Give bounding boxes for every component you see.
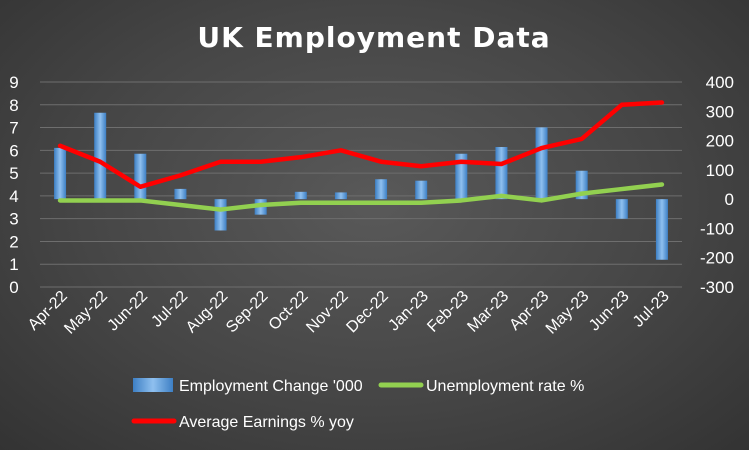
chart-title: UK Employment Data — [197, 21, 550, 54]
bar-series — [54, 112, 668, 260]
legend-label-average-earnings: Average Earnings % yoy — [179, 414, 354, 431]
legend-swatch-employment-change — [133, 378, 173, 392]
x-tick-label: Feb-23 — [424, 288, 472, 336]
secondary-y-axis: -300 -200 -100 0 100 200 300 400 — [700, 73, 734, 297]
bar — [455, 153, 468, 200]
y-tick-label: 0 — [9, 278, 18, 297]
x-tick-label: Aug-22 — [183, 288, 232, 337]
y-tick-label: 2 — [9, 232, 18, 251]
bar — [294, 191, 307, 200]
bar — [655, 199, 668, 260]
x-tick-label: Mar-23 — [464, 288, 512, 336]
y2-tick-label: -200 — [700, 249, 734, 268]
gridlines — [40, 81, 682, 288]
bar — [375, 179, 388, 200]
y-tick-label: 4 — [9, 187, 18, 206]
x-tick-label: Jan-23 — [385, 288, 432, 335]
x-tick-label: Nov-22 — [303, 288, 352, 337]
y2-tick-label: 100 — [706, 161, 734, 180]
x-axis: Apr-22May-22Jun-22Jul-22Aug-22Sep-22Oct-… — [25, 288, 673, 338]
bar — [134, 153, 147, 200]
bar — [535, 127, 548, 200]
bar — [615, 199, 628, 219]
bar — [214, 199, 227, 231]
y2-tick-label: 400 — [706, 73, 734, 92]
unemployment-rate-line — [57, 182, 665, 212]
y2-tick-label: 300 — [706, 102, 734, 121]
y-tick-label: 6 — [9, 141, 18, 160]
bar — [495, 147, 508, 200]
x-tick-label: May-23 — [543, 288, 593, 338]
bar — [174, 188, 187, 200]
y-tick-label: 1 — [9, 255, 18, 274]
y-tick-label: 7 — [9, 119, 18, 138]
bar — [94, 112, 107, 200]
x-tick-label: Sep-22 — [223, 288, 272, 337]
y-tick-label: 5 — [9, 164, 18, 183]
x-tick-label: Dec-22 — [343, 288, 392, 337]
y-tick-label: 3 — [9, 210, 18, 229]
bar — [54, 147, 67, 200]
y2-tick-label: 0 — [725, 190, 734, 209]
average-earnings-line — [57, 100, 665, 190]
x-tick-label: Jul-23 — [630, 288, 673, 331]
x-tick-label: Jun-23 — [586, 288, 633, 335]
y-tick-label: 8 — [9, 96, 18, 115]
x-tick-label: Jun-22 — [105, 288, 152, 335]
bar — [334, 192, 347, 200]
y2-tick-label: -100 — [700, 219, 734, 238]
y-tick-label: 9 — [9, 73, 18, 92]
y2-tick-label: 200 — [706, 132, 734, 151]
legend-label-unemployment-rate: Unemployment rate % — [426, 378, 584, 395]
legend-label-employment-change: Employment Change '000 — [179, 378, 363, 395]
y2-tick-label: -300 — [700, 278, 734, 297]
bar — [415, 180, 428, 200]
primary-y-axis: 0 1 2 3 4 5 6 7 8 9 — [9, 73, 18, 297]
legend: Employment Change '000 Unemployment rate … — [131, 378, 584, 431]
x-tick-label: May-22 — [61, 288, 111, 338]
line-series — [57, 100, 665, 212]
